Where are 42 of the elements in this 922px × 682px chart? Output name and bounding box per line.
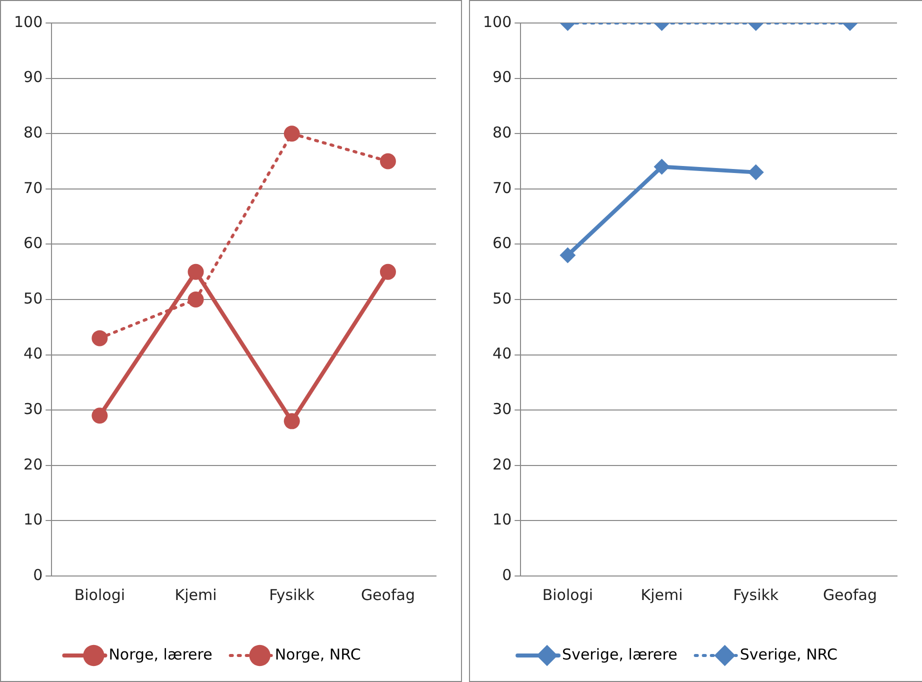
point bbox=[92, 330, 108, 346]
y-tick-label: 90 bbox=[492, 68, 512, 86]
y-tick-label: 40 bbox=[492, 344, 512, 363]
point bbox=[380, 264, 396, 280]
x-tick-label: Geofag bbox=[360, 586, 415, 604]
y-tick-label: 60 bbox=[24, 234, 43, 252]
y-tick-label: 80 bbox=[24, 123, 43, 142]
y-tick-label: 80 bbox=[492, 123, 512, 142]
y-tick-label: 70 bbox=[492, 178, 512, 197]
y-tick-label: 0 bbox=[502, 566, 512, 584]
point bbox=[284, 126, 300, 142]
y-tick-label: 20 bbox=[492, 455, 512, 474]
y-tick-label: 90 bbox=[24, 68, 43, 86]
y-tick-label: 30 bbox=[24, 400, 43, 418]
y-tick-label: 20 bbox=[24, 455, 43, 474]
y-tick-label: 10 bbox=[492, 510, 512, 529]
y-tick-label: 100 bbox=[482, 12, 512, 31]
x-tick-label: Kjemi bbox=[174, 586, 217, 604]
point bbox=[380, 153, 396, 170]
x-tick-label: Kjemi bbox=[640, 586, 683, 604]
point bbox=[92, 408, 108, 424]
legend-label: Norge, NRC bbox=[274, 645, 361, 664]
point bbox=[188, 264, 204, 280]
legend-label: Sverige, NRC bbox=[740, 645, 838, 664]
y-tick-label: 50 bbox=[24, 289, 43, 308]
y-tick-label: 30 bbox=[492, 400, 512, 418]
y-tick-label: 60 bbox=[492, 234, 512, 252]
y-tick-label: 70 bbox=[24, 178, 43, 197]
legend-label: Norge, lærere bbox=[108, 645, 212, 664]
y-tick-label: 10 bbox=[24, 510, 43, 529]
x-tick-label: Biologi bbox=[74, 586, 126, 604]
x-tick-label: Geofag bbox=[822, 586, 877, 604]
x-tick-label: Fysikk bbox=[269, 586, 315, 604]
y-tick-label: 0 bbox=[33, 566, 43, 584]
x-tick-label: Fysikk bbox=[733, 586, 779, 604]
point bbox=[188, 292, 204, 308]
y-tick-label: 40 bbox=[24, 344, 43, 363]
legend-label: Sverige, lærere bbox=[562, 645, 678, 664]
point bbox=[284, 413, 300, 430]
y-tick-label: 50 bbox=[492, 289, 512, 308]
y-tick-label: 100 bbox=[14, 12, 43, 31]
x-tick-label: Biologi bbox=[542, 586, 594, 604]
